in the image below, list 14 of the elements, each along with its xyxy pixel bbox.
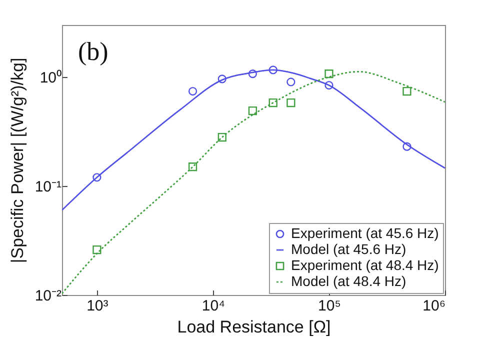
y-tick-label: 10⁻² <box>34 288 62 304</box>
legend-label: Experiment (at 45.6 Hz) <box>291 225 439 241</box>
x-tick-label: 10⁶ <box>422 298 446 314</box>
x-axis-title: Load Resistance [Ω] <box>177 318 331 336</box>
y-tick-label: 10⁻¹ <box>34 178 62 196</box>
legend-label: Model (at 48.4 Hz) <box>291 273 406 289</box>
y-tick-label: 10⁰ <box>40 70 62 87</box>
x-tick-label: 10⁵ <box>318 298 341 314</box>
x-tick-label: 10⁴ <box>202 298 226 314</box>
x-tick-label: 10³ <box>86 298 108 314</box>
annotation: (b) <box>78 37 108 66</box>
y-axis-title: |Specific Power| [(W/g²)/kg] <box>8 58 27 264</box>
legend-label: Experiment (at 48.4 Hz) <box>291 257 439 273</box>
legend-label: Model (at 45.6 Hz) <box>291 241 406 257</box>
